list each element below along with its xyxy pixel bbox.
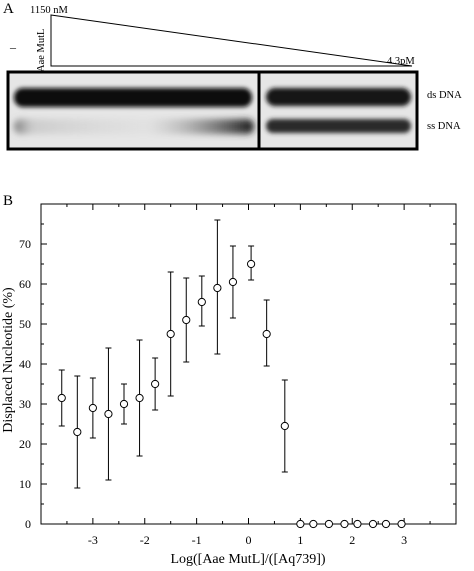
panel-a-letter: A [3,1,14,17]
y-tick-label: 40 [19,357,31,371]
ds-band-right [266,88,411,106]
x-tick-label: 2 [349,533,355,547]
y-tick-label: 60 [19,277,31,291]
concentration-wedge [50,14,413,67]
data-point [57,393,66,403]
x-tick-label: 0 [246,533,252,547]
y-tick-label: 50 [19,317,31,331]
data-point [182,315,191,325]
x-tick-label: 1 [297,533,303,547]
ss-band-right [266,119,411,133]
data-point [135,393,144,403]
data-point [353,519,362,529]
lane-label: Aae MutL [36,29,47,72]
ds-band-left [14,88,252,107]
data-point [73,427,82,437]
ss-band-left [14,119,254,134]
data-point [228,277,238,287]
y-tick-label: 70 [19,237,31,251]
data-point [262,329,271,339]
data-point [166,329,175,339]
displacement-chart: B -3 -2 -1 0 1 2 3 0 10 20 30 40 50 60 70 Log([Aae Mu… [1,193,457,567]
data-points [57,259,406,529]
ds-dna-label: ds DNA [427,90,462,101]
y-tick-label: 30 [19,397,31,411]
data-point [119,399,129,409]
x-axis-label: Log([Aae MutL]/([Aq739]) [170,552,325,567]
minus-lane-label: – [9,40,17,54]
y-tick-label: 10 [19,477,31,491]
data-point [151,379,160,389]
y-axis: 0 10 20 30 40 50 60 70 [19,223,456,531]
data-point [296,519,305,529]
data-point [340,519,349,529]
y-tick-label: 20 [19,437,31,451]
data-point [246,259,256,269]
data-point [88,403,97,413]
ss-dna-label: ss DNA [427,121,461,132]
x-tick-label: -2 [140,533,150,547]
data-point [397,519,406,529]
top-concentration-label: 1150 nM [30,5,68,16]
x-tick-label: -3 [88,533,98,547]
plot-frame [40,203,457,525]
data-point [309,519,318,529]
gel-frame-right [257,70,419,151]
bottom-concentration-label: 4.3pM [387,56,415,67]
data-point [324,519,334,529]
data-point [104,409,113,419]
data-point [280,421,289,431]
data-point [197,297,206,307]
x-axis: -3 -2 -1 0 1 2 3 [66,204,431,547]
error-bars [58,219,288,489]
data-point [213,283,222,293]
data-point [368,519,378,529]
gel-frame-left [6,70,261,151]
y-tick-label: 0 [25,517,31,531]
panel-b-letter: B [3,193,13,209]
x-tick-label: -1 [192,533,202,547]
y-axis-label: Displaced Nucleotide (%) [1,287,16,433]
x-tick-label: 3 [401,533,407,547]
data-point [381,519,391,529]
gel-panel: A 1150 nM 4.3pM – Aae MutL ds DNA ss DNA [3,1,462,151]
